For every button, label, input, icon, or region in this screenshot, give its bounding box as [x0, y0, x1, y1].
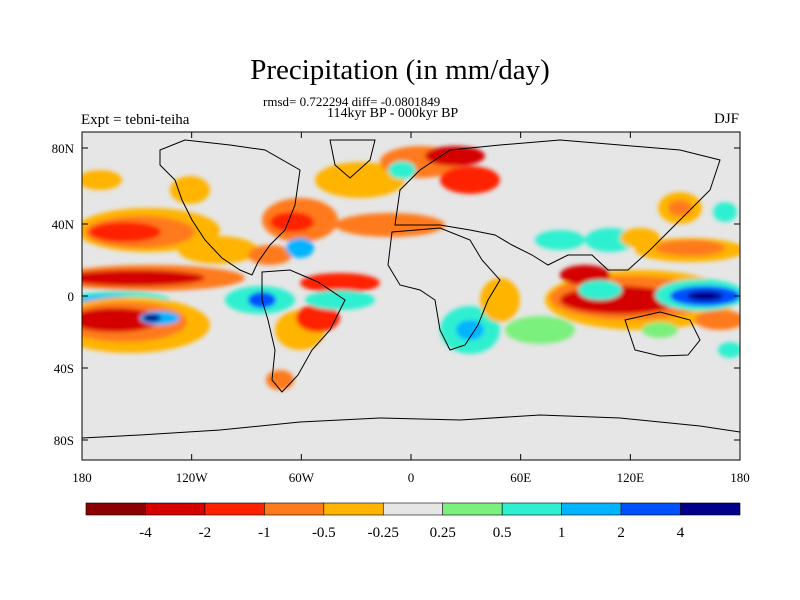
- anomaly-patch: [440, 166, 500, 194]
- lon-tick-label: 60W: [289, 470, 315, 485]
- map-title: Precipitation (in mm/day): [250, 54, 550, 86]
- coastlines: [82, 139, 740, 439]
- colorbar-segment: [561, 502, 622, 516]
- lon-tick-label: 60E: [510, 470, 531, 485]
- lon-tick-label: 120W: [176, 470, 209, 485]
- anomaly-patch: [170, 176, 210, 204]
- anomaly-patch: [642, 322, 678, 338]
- anomaly-patch: [335, 213, 445, 237]
- lon-tick-label: 180: [72, 470, 92, 485]
- anomaly-patch: [178, 236, 258, 264]
- anomaly-patch: [718, 342, 740, 358]
- anomaly-patch: [82, 270, 205, 286]
- coastline-africa: [387, 227, 501, 351]
- anomaly-patch: [315, 162, 405, 198]
- anomaly-patch: [266, 370, 294, 390]
- anomaly-patch: [270, 212, 314, 232]
- anomaly-patch: [82, 170, 122, 190]
- anomaly-patch: [668, 200, 692, 216]
- lat-tick-label: 40N: [52, 217, 75, 232]
- season-label: DJF: [713, 111, 739, 127]
- colorbar-segment: [204, 502, 265, 516]
- colorbar-label: 4: [677, 525, 685, 541]
- anomaly-patch: [300, 273, 380, 293]
- anomaly-patch: [143, 314, 161, 322]
- colorbar-label: -4: [139, 525, 152, 541]
- colorbar-segment: [680, 502, 741, 516]
- anomaly-patch: [296, 304, 340, 332]
- coastline-north-america: [159, 139, 301, 276]
- anomaly-patch: [578, 280, 622, 300]
- anomaly-patch: [248, 245, 292, 265]
- colorbar-label: -0.25: [368, 525, 399, 541]
- precip-anomaly-field: [82, 146, 740, 390]
- colorbar-label: -0.5: [312, 525, 336, 541]
- lat-tick-label: 0: [68, 289, 75, 304]
- lon-tick-label: 180: [730, 470, 750, 485]
- colorbar-segment: [620, 502, 681, 516]
- anomaly-patch: [695, 310, 740, 330]
- lon-tick-label: 120E: [617, 470, 645, 485]
- colorbar-label: 0.25: [430, 525, 456, 541]
- colorbar-segment: [323, 502, 384, 516]
- anomaly-patch: [560, 265, 610, 285]
- colorbar-segment: [382, 502, 444, 516]
- longitude-axis: 180 120W 60W 0 60E 120E 180: [72, 132, 750, 485]
- anomaly-patch: [305, 290, 375, 310]
- coastline-australia: [624, 311, 701, 357]
- coastline-greenland: [329, 139, 376, 179]
- latitude-axis: 80N 40N 0 40S 80S: [52, 141, 740, 448]
- anomaly-patch: [89, 222, 161, 242]
- lat-tick-label: 80S: [54, 433, 74, 448]
- colorbar-label: 2: [617, 525, 625, 541]
- lon-tick-label: 0: [408, 470, 415, 485]
- colorbar-label: -1: [258, 525, 271, 541]
- anomaly-patch: [456, 320, 484, 340]
- anomaly-patch: [505, 316, 575, 344]
- colorbar-segment: [85, 502, 146, 516]
- colorbar-segment: [501, 502, 562, 516]
- anomaly-patch: [687, 291, 723, 301]
- anomaly-patch: [480, 278, 520, 322]
- anomaly-patch: [82, 308, 160, 332]
- colorbar-label: 1: [558, 525, 566, 541]
- coastline-antarctica: [82, 414, 740, 439]
- lat-tick-label: 80N: [52, 141, 75, 156]
- lat-tick-label: 40S: [54, 361, 74, 376]
- experiment-label: Expt = tebni-teiha: [81, 112, 190, 128]
- colorbar-label: -2: [199, 525, 212, 541]
- colorbar-label: 0.5: [493, 525, 512, 541]
- colorbar-segment: [442, 502, 503, 516]
- anomaly-patch: [388, 161, 416, 179]
- colorbar-segment: [145, 502, 206, 516]
- colorbar: -4 -2 -1 -0.5 -0.25 0.25 0.5 1 2 4: [85, 502, 741, 541]
- anomaly-patch: [425, 146, 485, 166]
- period-line: 114kyr BP - 000kyr BP: [327, 106, 459, 121]
- colorbar-segment: [264, 502, 325, 516]
- anomaly-patch: [286, 238, 314, 258]
- coastline-south-america: [261, 269, 346, 393]
- anomaly-patch: [535, 230, 585, 250]
- coastline-eurasia: [394, 139, 721, 271]
- stats-line: rmsd= 0.722294 diff= -0.0801849: [263, 94, 441, 109]
- anomaly-patch: [655, 240, 725, 256]
- anomaly-patch: [713, 202, 737, 222]
